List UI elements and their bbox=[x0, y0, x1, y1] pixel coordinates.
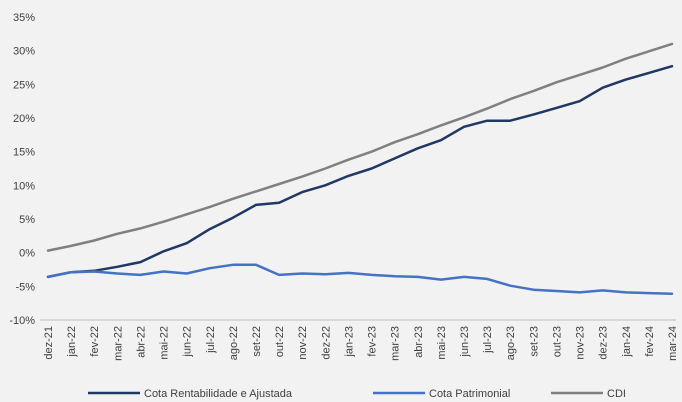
x-tick-label: jan-23 bbox=[343, 326, 355, 358]
legend: Cota Rentabilidade e Ajustada Cota Patrim… bbox=[88, 388, 626, 400]
x-tick-label: abr-23 bbox=[413, 326, 425, 358]
y-tick-label: 25% bbox=[13, 79, 35, 91]
x-tick-label: nov-22 bbox=[297, 326, 309, 360]
y-tick-label: 20% bbox=[13, 113, 35, 125]
legend-label: CDI bbox=[607, 388, 626, 400]
y-tick-label: -5% bbox=[15, 281, 35, 293]
series-line-2 bbox=[46, 263, 674, 295]
x-tick-label: fev-23 bbox=[367, 326, 379, 357]
series-line-3 bbox=[46, 42, 674, 252]
x-tick-label: dez-23 bbox=[598, 326, 610, 360]
x-tick-label: abr-22 bbox=[135, 326, 147, 358]
x-tick-label: jul-22 bbox=[205, 326, 217, 354]
x-tick-label: fev-24 bbox=[644, 326, 656, 357]
series-layer bbox=[46, 42, 674, 295]
x-tick-label: ago-23 bbox=[505, 326, 517, 360]
x-tick-labels: dez-21 jan-22 fev-22 mar-22 abr-22 mai-22 jun-… bbox=[43, 326, 679, 361]
y-tick-label: 5% bbox=[19, 214, 35, 226]
x-tick-label: mar-23 bbox=[390, 326, 402, 361]
x-tick-label: jun-22 bbox=[182, 326, 194, 358]
x-tick-label: dez-21 bbox=[43, 326, 55, 360]
y-tick-label: 0% bbox=[19, 248, 35, 260]
x-tick-label: mar-24 bbox=[667, 326, 679, 361]
x-tick-label: dez-22 bbox=[320, 326, 332, 360]
x-tick-label: out-22 bbox=[274, 326, 286, 357]
x-tick-label: nov-23 bbox=[575, 326, 587, 360]
x-tick-label: jan-22 bbox=[66, 326, 78, 358]
x-tick-label: jul-23 bbox=[482, 326, 494, 354]
y-tick-labels: -10% -5% 0% 5% 10% 15% 20% 25% 30% 35% bbox=[9, 12, 35, 327]
x-tick-label: set-23 bbox=[528, 326, 540, 357]
x-tick-label: out-23 bbox=[551, 326, 563, 357]
legend-label: Cota Patrimonial bbox=[429, 388, 510, 400]
y-tick-label: 10% bbox=[13, 180, 35, 192]
y-tick-label: -10% bbox=[9, 315, 35, 327]
y-tick-label: 15% bbox=[13, 147, 35, 159]
x-tick-label: fev-22 bbox=[89, 326, 101, 357]
y-tick-label: 30% bbox=[13, 46, 35, 58]
x-tick-label: mai-23 bbox=[436, 326, 448, 360]
legend-label: Cota Rentabilidade e Ajustada bbox=[144, 388, 293, 400]
x-tick-label: set-22 bbox=[251, 326, 263, 357]
x-tick-label: mar-22 bbox=[112, 326, 124, 361]
x-tick-label: mai-22 bbox=[159, 326, 171, 360]
x-tick-label: ago-22 bbox=[228, 326, 240, 360]
x-tick-label: jan-24 bbox=[621, 326, 633, 358]
series-line-1 bbox=[46, 64, 674, 279]
y-tick-label: 35% bbox=[13, 12, 35, 24]
x-tick-label: jun-23 bbox=[459, 326, 471, 358]
